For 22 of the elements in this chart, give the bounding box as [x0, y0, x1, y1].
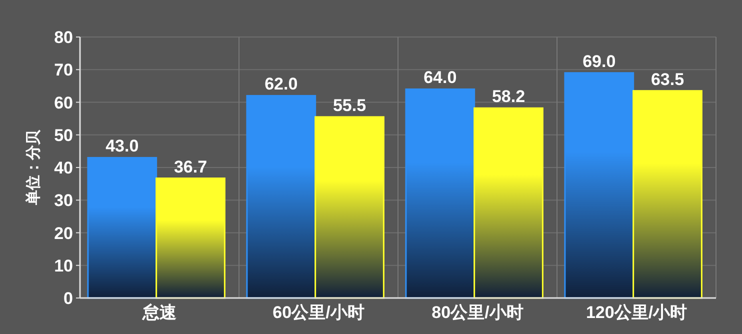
data-label: 64.0	[424, 68, 457, 88]
data-label: 62.0	[264, 74, 298, 94]
y-tick-label: 30	[54, 191, 73, 210]
x-tick-label: 怠速	[142, 303, 176, 322]
y-tick-label: 50	[54, 126, 73, 145]
y-axis-title: 单位：分贝	[25, 129, 42, 206]
x-tick-label: 80公里/小时	[432, 303, 524, 322]
y-tick-label: 60	[54, 93, 73, 112]
y-tick-label: 0	[64, 289, 73, 308]
data-label: 69.0	[582, 52, 616, 71]
data-label: 58.2	[492, 87, 526, 106]
y-tick-label: 10	[54, 256, 73, 276]
y-tick-label: 20	[54, 224, 73, 243]
y-tick-label: 70	[54, 60, 73, 80]
data-label: 55.5	[332, 96, 366, 115]
y-tick-label: 40	[54, 158, 73, 178]
data-label: 43.0	[106, 136, 139, 156]
data-label: 63.5	[650, 70, 684, 89]
y-tick-label: 80	[54, 28, 73, 47]
x-tick-label: 120公里/小时	[586, 303, 688, 322]
data-label: 36.7	[174, 157, 208, 176]
x-tick-label: 60公里/小时	[272, 303, 364, 322]
